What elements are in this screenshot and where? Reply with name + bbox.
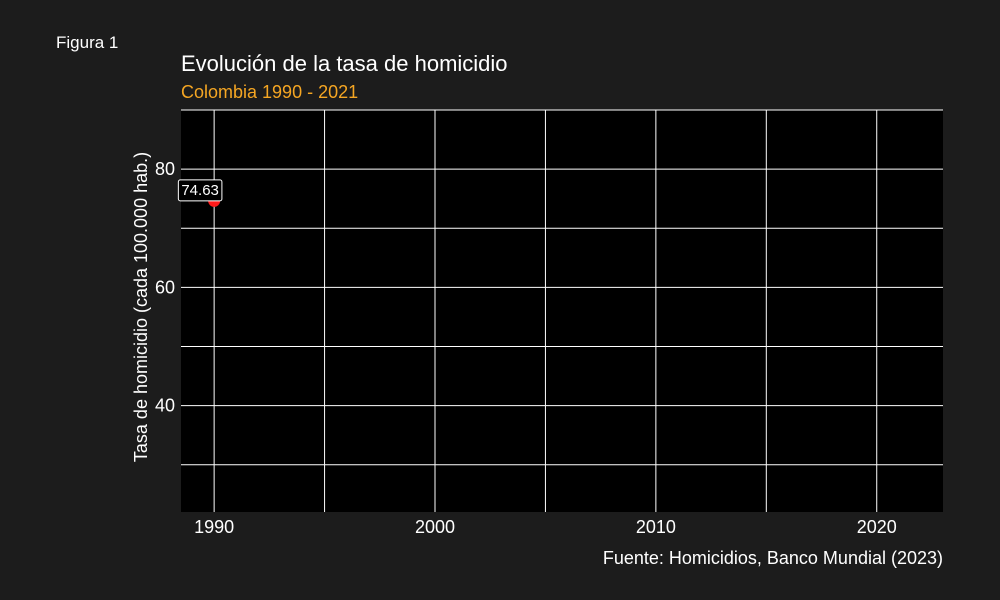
data-label: 74.63 <box>181 182 219 199</box>
grid-lines <box>181 109 943 512</box>
y-tick-labels: 40 60 80 <box>155 159 175 415</box>
figure-label: Figura 1 <box>56 33 118 52</box>
x-tick-label: 2010 <box>636 517 676 537</box>
x-tick-labels: 1990 2000 2010 2020 <box>194 517 897 537</box>
source-caption: Fuente: Homicidios, Banco Mundial (2023) <box>603 548 943 568</box>
y-axis-label: Tasa de homicidio (cada 100.000 hab.) <box>131 152 151 462</box>
plot-panel <box>181 110 943 512</box>
y-tick-label: 60 <box>155 277 175 297</box>
chart-subtitle: Colombia 1990 - 2021 <box>181 82 358 102</box>
x-tick-label: 2000 <box>415 517 455 537</box>
x-tick-label: 2020 <box>857 517 897 537</box>
data-points: 74.63 <box>177 179 223 207</box>
chart-title: Evolución de la tasa de homicidio <box>181 51 508 76</box>
data-label-box <box>177 179 223 202</box>
y-tick-label: 80 <box>155 159 175 179</box>
x-tick-label: 1990 <box>194 517 234 537</box>
y-tick-label: 40 <box>155 396 175 416</box>
